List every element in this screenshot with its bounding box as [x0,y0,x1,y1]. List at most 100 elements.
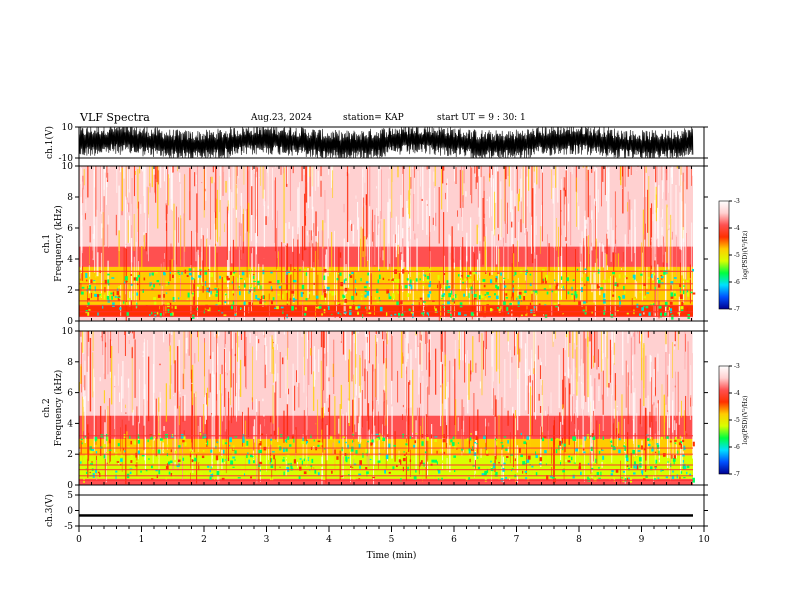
speckle [469,271,472,275]
speckle [407,466,409,471]
x-axis-label: Time (min) [367,550,417,561]
speckle [232,456,236,459]
speckle [224,301,227,304]
speckle [209,472,213,475]
speckle [126,302,128,306]
band [79,266,693,306]
speckle [106,295,110,300]
speckle [272,297,275,301]
y-tick-label: 10 [62,327,74,337]
speckle [473,442,477,444]
speckle [495,438,497,441]
speckle [481,295,484,298]
speckle [232,290,235,294]
speckle [691,268,695,272]
speckle [89,471,91,474]
speckle [230,447,232,451]
speckle [364,294,367,298]
speckle [390,314,393,317]
speckle [302,292,304,294]
speckle [354,288,357,294]
speckle [259,441,261,443]
band [79,246,693,267]
speckle [670,292,674,297]
speckle [280,306,284,309]
speckle [345,456,348,461]
speckle [305,298,308,301]
speckle [120,458,123,462]
speckle [243,473,245,477]
speckle [413,444,416,448]
speckle [623,441,626,444]
speckle [612,294,615,297]
speckle [453,455,456,458]
speckle [465,477,468,481]
speckle [471,289,473,294]
speckle [484,477,487,482]
speckle [398,459,401,463]
speckle [192,292,194,295]
speckle [105,452,109,454]
speckle [663,453,666,457]
speckle [262,295,265,299]
speckle [439,448,442,452]
speckle [654,467,657,470]
speckle [256,453,258,458]
speckle [345,441,347,444]
time-axis: 0 1 2 3 4 5 6 7 8 9 10 Time (min) [76,526,710,561]
speckle [582,309,585,313]
speckle [686,292,690,297]
speckle [343,279,346,285]
speckle [97,312,99,316]
speckle [450,289,453,295]
speckle [317,440,321,443]
separator [78,157,705,167]
colorbar-tick-label: -7 [734,471,740,478]
speckle [633,461,636,465]
speckle [602,455,605,460]
speckle [270,300,274,305]
speckle [198,289,201,293]
speckle [518,296,522,299]
speckle [397,454,400,457]
speckle [425,279,427,281]
speckle [170,472,173,477]
speckle [505,476,508,479]
speckle [496,441,498,446]
speckle [290,465,293,471]
speckle [182,457,185,461]
speckle [269,462,271,464]
speckle [603,309,606,315]
speckle [242,438,245,443]
y-tick-label: 6 [67,224,73,234]
speckle [503,301,506,306]
y-tick-label: 10 [62,123,74,133]
speckle [171,308,173,311]
speckle [164,272,166,276]
speckle [252,275,255,279]
speckle [563,313,566,316]
speckle [259,469,261,472]
speckle [556,438,559,440]
speckle [454,469,456,473]
speckle [352,456,356,459]
speckle [680,309,684,312]
speckle [293,459,297,464]
speckle [393,278,397,282]
speckle [354,279,357,283]
speckle [129,471,132,475]
speckle [483,284,486,288]
speckle [616,283,619,287]
speckle [503,277,506,279]
x-tick-label: 10 [698,535,710,545]
speckle [374,297,377,300]
speckle [202,434,205,439]
speckle [573,436,576,441]
speckle [199,472,203,477]
speckle [682,460,685,463]
speckle [103,294,106,300]
speckle [518,291,522,295]
speckle [486,468,489,473]
speckle [349,310,352,316]
speckle [277,280,280,285]
